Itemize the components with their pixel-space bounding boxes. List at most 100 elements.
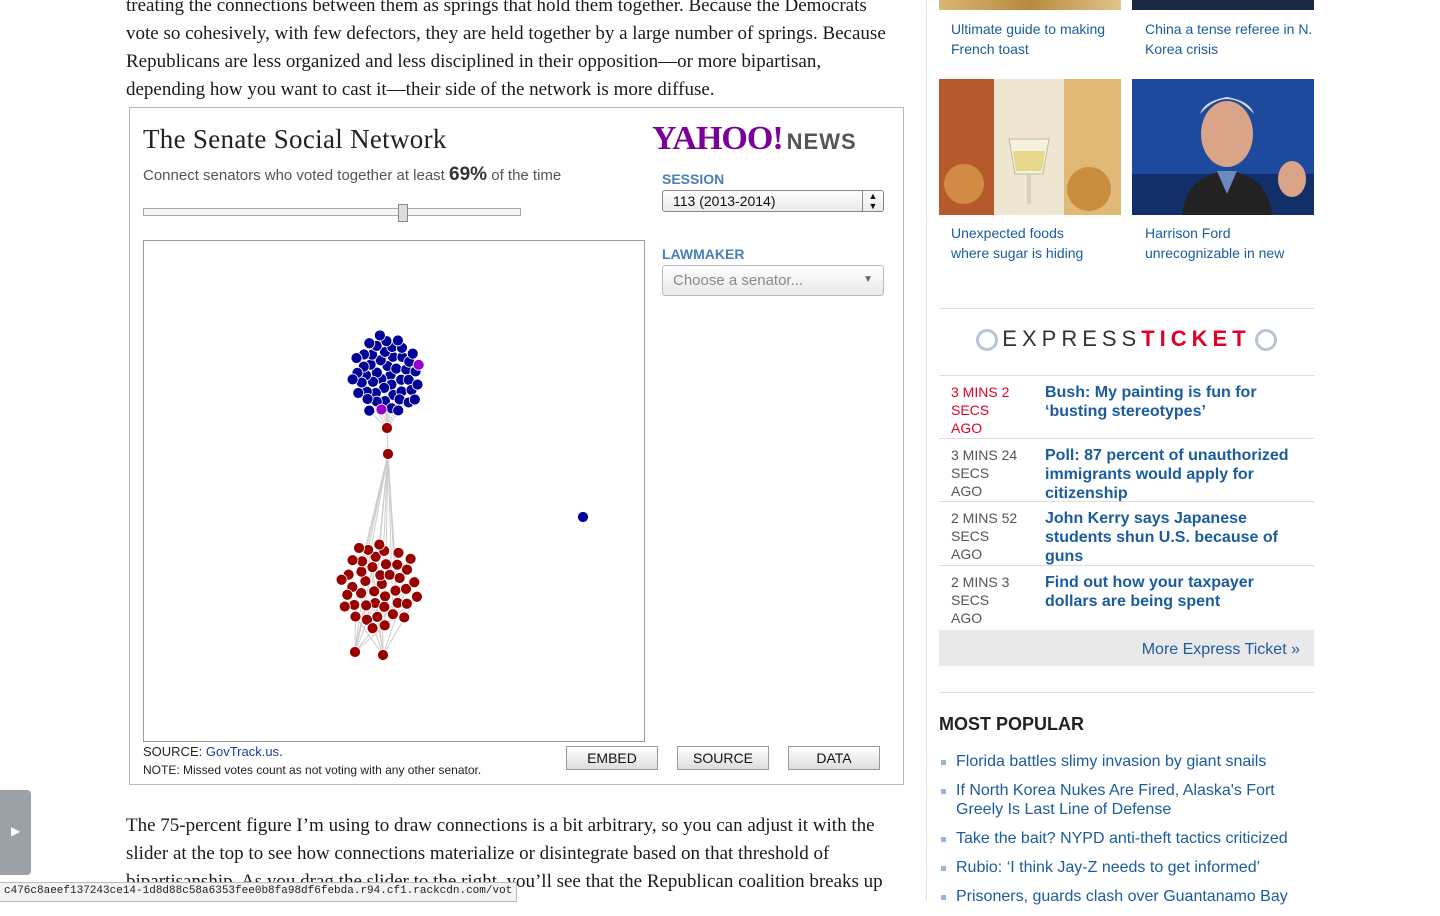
express-item[interactable]: 2 MINS 3 SECS AGO Find out how your taxp… [939, 565, 1314, 630]
time-line: 2 MINS 3 [951, 573, 1031, 591]
most-popular-link[interactable]: Florida battles slimy invasion by giant … [956, 753, 1266, 770]
senator-node[interactable] [391, 363, 402, 374]
embed-button[interactable]: EMBED [566, 746, 658, 770]
more-express-ticket-link[interactable]: More Express Ticket » [939, 630, 1314, 666]
govtrack-link[interactable]: GovTrack.us [206, 744, 279, 759]
story-line: unrecognizable in new [1145, 243, 1315, 263]
most-popular-link[interactable]: Rubio: ‘I think Jay-Z needs to get infor… [956, 859, 1260, 876]
senator-node[interactable] [405, 553, 416, 564]
time-line: AGO [951, 482, 1031, 500]
source-button[interactable]: SOURCE [677, 746, 769, 770]
express-item-time: 2 MINS 3 SECS AGO [951, 573, 1031, 627]
senator-node[interactable] [382, 423, 393, 434]
network-graph[interactable] [143, 240, 645, 742]
story-link-sugar[interactable]: Unexpected foods where sugar is hiding [951, 223, 1121, 263]
senator-node[interactable] [392, 559, 403, 570]
express-item-time: 2 MINS 52 SECS AGO [951, 509, 1031, 563]
network-graph-svg [144, 241, 644, 741]
senator-node[interactable] [353, 388, 364, 399]
senator-node[interactable] [364, 338, 375, 349]
data-button[interactable]: DATA [788, 746, 880, 770]
most-popular-link[interactable]: If North Korea Nukes Are Fired, Alaska's… [956, 782, 1275, 818]
express-item-title[interactable]: Poll: 87 percent of unauthorized immigra… [1045, 446, 1307, 503]
senator-node[interactable] [413, 359, 424, 370]
most-popular-list: Florida battles slimy invasion by giant … [939, 752, 1309, 916]
senator-node[interactable] [380, 591, 391, 602]
story-link-harrison-ford[interactable]: Harrison Ford unrecognizable in new [1145, 223, 1315, 263]
senator-node[interactable] [407, 348, 418, 359]
senator-node[interactable] [578, 512, 589, 523]
express-item-title[interactable]: John Kerry says Japanese students shun U… [1045, 509, 1307, 566]
senator-node[interactable] [383, 449, 394, 460]
senator-node[interactable] [356, 566, 367, 577]
senator-node[interactable] [374, 330, 385, 341]
senator-node[interactable] [387, 609, 398, 620]
senator-node[interactable] [380, 559, 391, 570]
story-link-french-toast[interactable]: Ultimate guide to making French toast [951, 19, 1121, 59]
senator-node[interactable] [384, 569, 395, 580]
senator-node[interactable] [367, 562, 378, 573]
senator-node[interactable] [342, 589, 353, 600]
senator-node[interactable] [401, 564, 412, 575]
senator-node[interactable] [401, 598, 412, 609]
most-popular-link[interactable]: Prisoners, guards clash over Guantanamo … [956, 888, 1288, 905]
article-line: The 75-percent figure I’m using to draw … [126, 812, 916, 840]
time-line: AGO [951, 419, 1031, 437]
senator-node[interactable] [379, 601, 390, 612]
article-line: slider at the top to see how connections… [126, 840, 916, 868]
senator-node[interactable] [379, 620, 390, 631]
most-popular-item[interactable]: Prisoners, guards clash over Guantanamo … [939, 887, 1309, 906]
senator-node[interactable] [367, 623, 378, 634]
french-toast-thumbnail[interactable] [939, 0, 1121, 10]
express-item-title[interactable]: Bush: My painting is fun for ‘busting st… [1045, 383, 1307, 421]
express-item-time: 3 MINS 2 SECS AGO [951, 383, 1031, 437]
senator-node[interactable] [393, 547, 404, 558]
senator-node[interactable] [409, 577, 420, 588]
senator-node[interactable] [390, 585, 401, 596]
lawmaker-placeholder: Choose a senator... [673, 272, 803, 289]
senator-node[interactable] [347, 555, 358, 566]
senator-node[interactable] [350, 647, 361, 658]
express-item[interactable]: 3 MINS 2 SECS AGO Bush: My painting is f… [939, 375, 1314, 439]
senator-node[interactable] [361, 600, 372, 611]
senator-node[interactable] [351, 353, 362, 364]
session-select[interactable]: 113 (2013-2014) ▲▼ [662, 190, 884, 212]
story-link-korea[interactable]: China a tense referee in N. Korea crisis [1145, 19, 1315, 59]
threshold-caption: Connect senators who voted together at l… [143, 164, 561, 186]
section-divider [939, 308, 1314, 309]
senator-node[interactable] [399, 612, 410, 623]
most-popular-item[interactable]: Florida battles slimy invasion by giant … [939, 752, 1309, 771]
senator-node[interactable] [339, 601, 350, 612]
time-line: SECS [951, 401, 1031, 419]
senator-node[interactable] [354, 543, 365, 554]
threshold-slider-handle[interactable] [398, 204, 408, 222]
senator-node[interactable] [374, 539, 385, 550]
senator-node[interactable] [376, 404, 387, 415]
senator-node[interactable] [347, 374, 358, 385]
article-line: Republicans are less organized and less … [126, 48, 916, 76]
most-popular-link[interactable]: Take the bait? NYPD anti-theft tactics c… [956, 830, 1288, 847]
most-popular-item[interactable]: Rubio: ‘I think Jay-Z needs to get infor… [939, 858, 1309, 877]
senator-node[interactable] [364, 405, 375, 416]
korea-thumbnail[interactable] [1132, 0, 1314, 10]
chevron-down-icon: ▼ [863, 274, 873, 285]
senator-node[interactable] [393, 405, 404, 416]
side-panel-toggle[interactable]: ▶ [0, 790, 31, 875]
most-popular-item[interactable]: If North Korea Nukes Are Fired, Alaska's… [939, 781, 1309, 819]
express-item[interactable]: 3 MINS 24 SECS AGO Poll: 87 percent of u… [939, 438, 1314, 502]
lawmaker-select[interactable]: Choose a senator... ▼ [662, 265, 884, 296]
senator-node[interactable] [409, 394, 420, 405]
senator-node[interactable] [392, 335, 403, 346]
express-item-title[interactable]: Find out how your taxpayer dollars are b… [1045, 573, 1307, 611]
senator-node[interactable] [369, 586, 380, 597]
express-item[interactable]: 2 MINS 52 SECS AGO John Kerry says Japan… [939, 501, 1314, 565]
sugar-foods-thumbnail[interactable] [939, 79, 1121, 215]
senator-node[interactable] [336, 574, 347, 585]
senator-node[interactable] [412, 379, 423, 390]
senator-node[interactable] [411, 591, 422, 602]
harrison-ford-thumbnail[interactable] [1132, 79, 1314, 215]
senator-node[interactable] [350, 611, 361, 622]
most-popular-item[interactable]: Take the bait? NYPD anti-theft tactics c… [939, 829, 1309, 848]
threshold-slider-track[interactable] [143, 208, 521, 216]
senator-node[interactable] [378, 650, 389, 661]
